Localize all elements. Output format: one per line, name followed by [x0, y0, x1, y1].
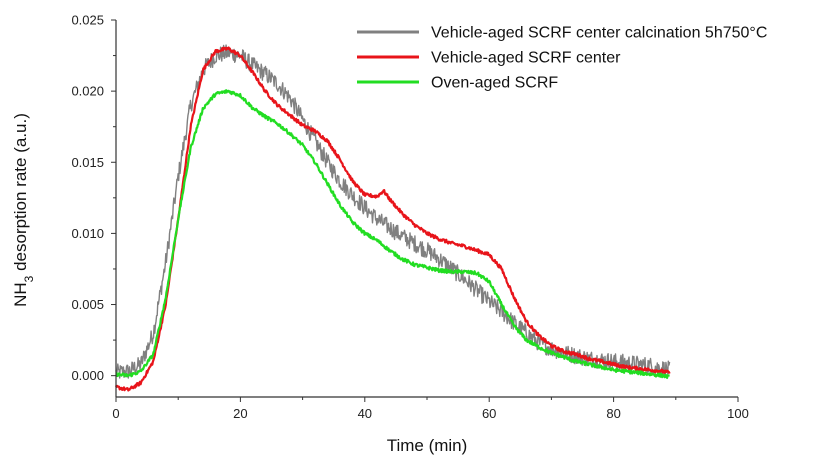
legend-label: Vehicle-aged SCRF center — [431, 50, 621, 67]
y-tick-label: 0.005 — [71, 297, 104, 312]
y-axis-title-rest: desorption rate (a.u.) — [11, 113, 30, 276]
legend: Vehicle-aged SCRF center calcination 5h7… — [357, 25, 767, 92]
x-tick-label: 40 — [358, 406, 372, 421]
x-tick-label: 20 — [233, 406, 247, 421]
axes-layer: 0 20 40 60 80 100 0.000 0.005 0.010 0.015 0.020 0.0… — [71, 13, 748, 422]
y-axis-title-sub: 3 — [22, 275, 36, 282]
x-tick-label: 0 — [112, 406, 119, 421]
x-tick-label: 60 — [482, 406, 496, 421]
legend-label: Oven-aged SCRF — [431, 75, 558, 92]
x-axis-title: Time (min) — [387, 436, 468, 455]
series-line — [115, 89, 671, 379]
legend-label: Vehicle-aged SCRF center calcination 5h7… — [431, 25, 767, 42]
series-layer — [114, 44, 671, 392]
y-tick-label: 0.000 — [71, 368, 104, 383]
y-tick-label: 0.015 — [71, 155, 104, 170]
y-tick-label: 0.010 — [71, 226, 104, 241]
series-line — [115, 44, 671, 379]
x-tick-label: 100 — [727, 406, 749, 421]
y-axis-title-main: NH — [11, 282, 30, 307]
y-tick-label: 0.020 — [71, 84, 104, 99]
x-tick-label: 80 — [606, 406, 620, 421]
series-line — [114, 46, 671, 392]
y-tick-label: 0.025 — [71, 13, 104, 28]
y-axis-title: NH3 desorption rate (a.u.) — [11, 113, 36, 307]
